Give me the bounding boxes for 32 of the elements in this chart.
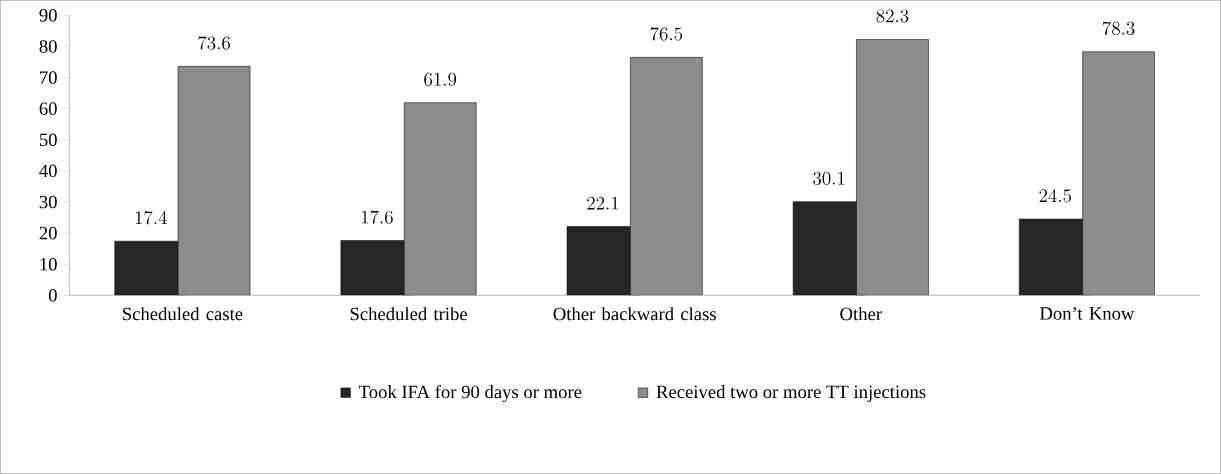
data-label: 76.5 (650, 27, 683, 41)
x-tick-label: Scheduled caste (123, 307, 243, 321)
data-label: 24.5 (1039, 188, 1072, 203)
y-tick-label: 70 (40, 71, 57, 84)
data-label: 30. 1 (813, 171, 845, 185)
bar (177, 66, 251, 296)
legend-label: Received two or more TT injections (656, 385, 926, 402)
bar (630, 57, 703, 296)
bar (1082, 51, 1155, 296)
data-label: 78.3 (1102, 21, 1135, 35)
y-tick-label: 10 (40, 257, 57, 271)
bar (856, 39, 929, 296)
bar (403, 102, 477, 296)
y-tick-label: 40 (39, 164, 57, 178)
x-tick-label: Other backward class (553, 307, 716, 321)
y-tick-label: 60 (39, 102, 57, 115)
legend-label: Took IFA for 90 days or more (358, 384, 582, 403)
x-tick-label: Don’t Know (1039, 307, 1135, 320)
data-label: 73.6 (198, 36, 230, 50)
x-tick-label: Other (840, 307, 882, 321)
y-tick-label: 50 (39, 133, 57, 147)
y-tick-label: 90 (39, 9, 57, 22)
data-label: 82.3 (876, 9, 909, 23)
data-label: 22. 1 (587, 196, 619, 210)
data-label: 17.4 (135, 211, 167, 225)
y-tick-label: 30 (39, 195, 57, 209)
y-tick-label: 0 (48, 289, 57, 302)
y-tick-label: 20 (39, 226, 57, 240)
data-label: 61 .9 (424, 72, 457, 86)
x-tick-label: Scheduled tribe (350, 307, 467, 321)
y-tick-label: 80 (39, 40, 57, 53)
data-label: 17.6 (361, 210, 393, 224)
